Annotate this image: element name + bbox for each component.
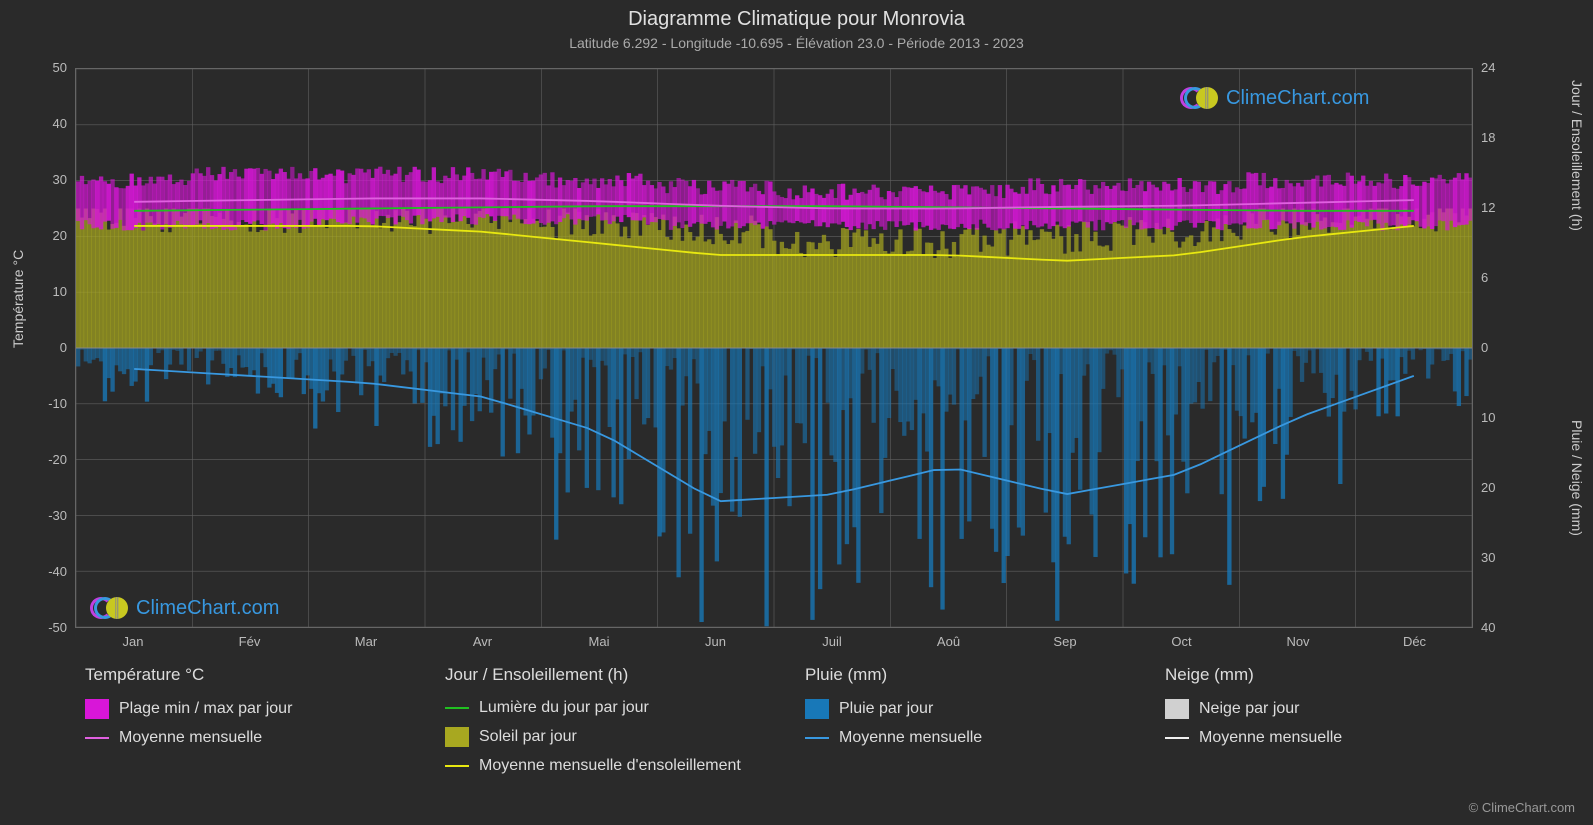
legend-swatch-line xyxy=(85,737,109,739)
ytick-right-mm: 30 xyxy=(1481,550,1521,565)
climechart-icon xyxy=(1180,85,1220,111)
ytick-right-hours: 12 xyxy=(1481,200,1521,215)
legend-label: Lumière du jour par jour xyxy=(479,699,649,717)
ytick-left: -20 xyxy=(27,452,67,467)
watermark-logo: ClimeChart.com xyxy=(90,595,279,621)
ytick-left: -40 xyxy=(27,564,67,579)
legend-item: Plage min / max par jour xyxy=(85,699,425,719)
ytick-left: 10 xyxy=(27,284,67,299)
chart-subtitle: Latitude 6.292 - Longitude -10.695 - Élé… xyxy=(0,31,1593,51)
ytick-left: -30 xyxy=(27,508,67,523)
xtick-month: Jun xyxy=(658,634,774,649)
y-axis-left-label: Température °C xyxy=(10,250,26,348)
legend-label: Neige par jour xyxy=(1199,700,1300,718)
legend-item: Moyenne mensuelle xyxy=(805,729,1145,747)
legend-heading: Neige (mm) xyxy=(1165,665,1505,685)
chart-svg xyxy=(75,68,1473,628)
legend-swatch-box xyxy=(1165,699,1189,719)
legend-column: Pluie (mm) Pluie par jour Moyenne mensuell… xyxy=(805,665,1145,775)
legend-label: Moyenne mensuelle d'ensoleillement xyxy=(479,757,741,775)
legend-label: Plage min / max par jour xyxy=(119,700,292,718)
ytick-right-mm: 20 xyxy=(1481,480,1521,495)
legend-swatch-box xyxy=(445,727,469,747)
ytick-left: 20 xyxy=(27,228,67,243)
legend-label: Moyenne mensuelle xyxy=(839,729,982,747)
climate-chart-container: Diagramme Climatique pour Monrovia Latit… xyxy=(0,0,1593,825)
watermark-text: ClimeChart.com xyxy=(1226,87,1369,110)
watermark-text: ClimeChart.com xyxy=(136,597,279,620)
legend-item: Moyenne mensuelle d'ensoleillement xyxy=(445,757,785,775)
ytick-left: 50 xyxy=(27,60,67,75)
legend-heading: Température °C xyxy=(85,665,425,685)
legend-swatch-line xyxy=(445,707,469,709)
legend-swatch-line xyxy=(805,737,829,739)
xtick-month: Déc xyxy=(1357,634,1473,649)
legend-swatch-line xyxy=(445,765,469,767)
y-axis-right-top-label: Jour / Ensoleillement (h) xyxy=(1569,80,1585,231)
legend-label: Moyenne mensuelle xyxy=(119,729,262,747)
legend-item: Moyenne mensuelle xyxy=(1165,729,1505,747)
legend-item: Lumière du jour par jour xyxy=(445,699,785,717)
xtick-month: Sep xyxy=(1007,634,1123,649)
copyright-text: © ClimeChart.com xyxy=(1469,800,1575,815)
xtick-month: Juil xyxy=(774,634,890,649)
legend-column: Température °C Plage min / max par jour Mo… xyxy=(85,665,425,775)
xtick-month: Mai xyxy=(541,634,657,649)
ytick-right-mm: 40 xyxy=(1481,620,1521,635)
y-axis-right-bottom-label: Pluie / Neige (mm) xyxy=(1569,420,1585,536)
legend-swatch-line xyxy=(1165,737,1189,739)
legend: Température °C Plage min / max par jour Mo… xyxy=(85,665,1505,775)
ytick-right-hours: 0 xyxy=(1481,340,1521,355)
chart-plot-area xyxy=(75,68,1473,628)
ytick-left: -50 xyxy=(27,620,67,635)
legend-heading: Pluie (mm) xyxy=(805,665,1145,685)
ytick-right-hours: 24 xyxy=(1481,60,1521,75)
legend-label: Moyenne mensuelle xyxy=(1199,729,1342,747)
legend-item: Pluie par jour xyxy=(805,699,1145,719)
legend-item: Neige par jour xyxy=(1165,699,1505,719)
legend-swatch-box xyxy=(805,699,829,719)
climechart-icon xyxy=(90,595,130,621)
xtick-month: Aoû xyxy=(891,634,1007,649)
watermark-logo: ClimeChart.com xyxy=(1180,85,1369,111)
legend-label: Soleil par jour xyxy=(479,728,577,746)
xtick-month: Jan xyxy=(75,634,191,649)
legend-column: Neige (mm) Neige par jour Moyenne mensuell… xyxy=(1165,665,1505,775)
legend-item: Moyenne mensuelle xyxy=(85,729,425,747)
ytick-right-hours: 18 xyxy=(1481,130,1521,145)
legend-swatch-box xyxy=(85,699,109,719)
ytick-right-hours: 6 xyxy=(1481,270,1521,285)
xtick-month: Avr xyxy=(425,634,541,649)
legend-column: Jour / Ensoleillement (h) Lumière du jour… xyxy=(445,665,785,775)
ytick-left: 0 xyxy=(27,340,67,355)
xtick-month: Nov xyxy=(1240,634,1356,649)
ytick-left: 40 xyxy=(27,116,67,131)
xtick-month: Oct xyxy=(1124,634,1240,649)
legend-item: Soleil par jour xyxy=(445,727,785,747)
legend-label: Pluie par jour xyxy=(839,700,933,718)
ytick-right-mm: 10 xyxy=(1481,410,1521,425)
xtick-month: Fév xyxy=(192,634,308,649)
chart-title: Diagramme Climatique pour Monrovia xyxy=(0,0,1593,31)
ytick-left: 30 xyxy=(27,172,67,187)
legend-heading: Jour / Ensoleillement (h) xyxy=(445,665,785,685)
xtick-month: Mar xyxy=(308,634,424,649)
ytick-left: -10 xyxy=(27,396,67,411)
